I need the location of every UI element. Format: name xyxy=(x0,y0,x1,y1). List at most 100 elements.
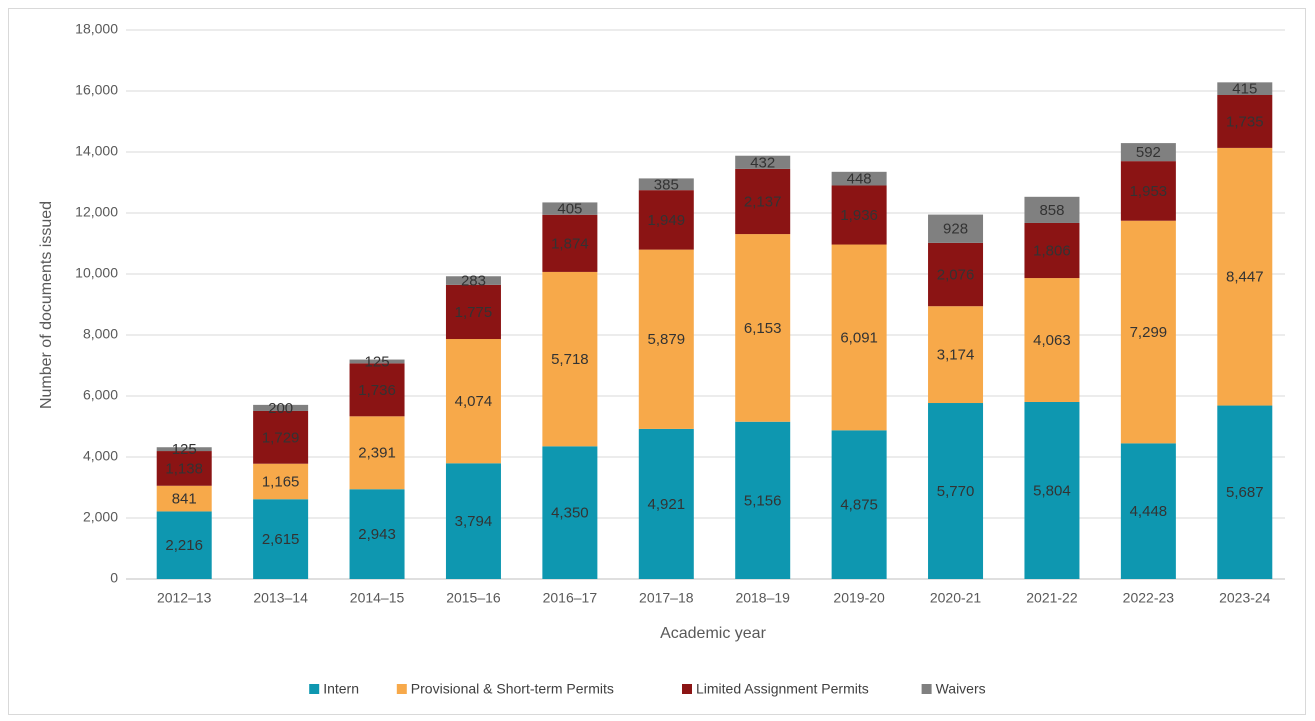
bar-segment xyxy=(156,485,212,512)
bar-segment xyxy=(1120,220,1176,444)
bar-segment xyxy=(1024,196,1080,223)
y-tick-label: 0 xyxy=(110,570,118,586)
x-tick-label: 2013–14 xyxy=(253,590,308,606)
data-label: 4,875 xyxy=(840,497,878,514)
data-label: 928 xyxy=(943,221,968,238)
bar-segment xyxy=(349,489,405,579)
data-label: 1,165 xyxy=(262,473,300,490)
bar-segment xyxy=(542,214,598,272)
bar-segment xyxy=(638,178,694,191)
y-tick-label: 12,000 xyxy=(75,204,118,220)
x-tick-label: 2020-21 xyxy=(930,590,982,606)
bar-segment xyxy=(349,363,405,417)
data-label: 4,350 xyxy=(551,505,589,522)
bar-segment xyxy=(1217,82,1273,95)
bar-segment xyxy=(735,168,791,235)
data-label: 415 xyxy=(1232,81,1257,98)
bar-segment xyxy=(638,428,694,579)
data-label: 125 xyxy=(172,441,197,458)
data-label: 1,138 xyxy=(165,460,203,477)
bar-segment xyxy=(542,271,598,447)
bar-segment xyxy=(253,463,309,500)
bar-segment xyxy=(735,421,791,579)
y-tick-label: 10,000 xyxy=(75,265,118,281)
data-label: 5,718 xyxy=(551,351,589,368)
data-label: 2,615 xyxy=(262,531,300,548)
y-tick-label: 8,000 xyxy=(83,326,118,342)
bar-segment xyxy=(349,416,405,490)
data-label: 4,074 xyxy=(455,393,493,410)
data-label: 448 xyxy=(847,171,872,188)
data-label: 432 xyxy=(750,154,775,171)
bar-segment xyxy=(1217,405,1273,579)
data-label: 3,794 xyxy=(455,513,493,530)
data-label: 1,936 xyxy=(840,207,878,224)
data-label: 1,874 xyxy=(551,235,589,252)
legend-label: Intern xyxy=(323,681,359,697)
legend-label: Limited Assignment Permits xyxy=(696,681,869,697)
data-label: 1,736 xyxy=(358,382,396,399)
data-label: 125 xyxy=(365,353,390,370)
legend-label: Waivers xyxy=(936,681,986,697)
data-label: 3,174 xyxy=(937,347,975,364)
bar-segment xyxy=(253,404,309,411)
bar-segment xyxy=(156,447,212,452)
data-label: 592 xyxy=(1136,144,1161,161)
data-label: 1,735 xyxy=(1226,113,1264,130)
bar-segment xyxy=(831,171,887,186)
data-label: 5,879 xyxy=(648,331,686,348)
x-tick-label: 2023-24 xyxy=(1219,590,1271,606)
data-label: 5,804 xyxy=(1033,482,1071,499)
y-axis-title: Number of documents issued xyxy=(38,201,55,409)
data-label: 2,943 xyxy=(358,526,396,543)
x-tick-label: 2016–17 xyxy=(543,590,598,606)
bar-segment xyxy=(1120,443,1176,579)
bar-segment xyxy=(349,359,405,364)
y-tick-label: 2,000 xyxy=(83,509,118,525)
bar-segment xyxy=(156,451,212,486)
bar-segment xyxy=(1024,222,1080,279)
y-tick-label: 16,000 xyxy=(75,82,118,98)
data-label: 1,953 xyxy=(1130,183,1168,200)
data-label: 858 xyxy=(1039,202,1064,219)
x-tick-label: 2017–18 xyxy=(639,590,694,606)
x-axis-title: Academic year xyxy=(660,625,766,642)
data-label: 2,076 xyxy=(937,267,975,284)
bar-segment xyxy=(831,430,887,579)
x-tick-label: 2012–13 xyxy=(157,590,212,606)
x-tick-label: 2021-22 xyxy=(1026,590,1078,606)
bar-segment xyxy=(542,202,598,215)
data-label: 200 xyxy=(268,400,293,417)
data-label: 283 xyxy=(461,273,486,290)
data-label: 5,770 xyxy=(937,483,975,500)
data-label: 4,063 xyxy=(1033,332,1071,349)
bar-segment xyxy=(928,242,984,307)
data-label: 5,156 xyxy=(744,492,782,509)
data-label: 385 xyxy=(654,176,679,193)
data-label: 2,137 xyxy=(744,193,782,210)
data-label: 2,391 xyxy=(358,445,396,462)
data-label: 7,299 xyxy=(1130,324,1168,341)
bar-segment xyxy=(735,234,791,422)
x-tick-label: 2022-23 xyxy=(1123,590,1175,606)
bar-segment xyxy=(542,446,598,579)
bar-segment xyxy=(1217,94,1273,148)
bar-segment xyxy=(735,155,791,169)
data-label: 1,775 xyxy=(455,304,493,321)
x-tick-label: 2018–19 xyxy=(735,590,790,606)
y-tick-label: 4,000 xyxy=(83,448,118,464)
y-tick-label: 6,000 xyxy=(83,387,118,403)
bar-segment xyxy=(156,511,212,579)
data-label: 8,447 xyxy=(1226,269,1264,286)
x-tick-label: 2014–15 xyxy=(350,590,405,606)
bar-segment xyxy=(445,284,501,340)
bar-segment xyxy=(928,306,984,404)
bar-segment xyxy=(928,403,984,579)
data-label: 4,448 xyxy=(1130,503,1168,520)
bar-segment xyxy=(638,249,694,429)
legend-label: Provisional & Short-term Permits xyxy=(411,681,614,697)
data-label: 2,216 xyxy=(165,537,203,554)
bar-segment xyxy=(1120,161,1176,221)
data-label: 841 xyxy=(172,491,197,508)
